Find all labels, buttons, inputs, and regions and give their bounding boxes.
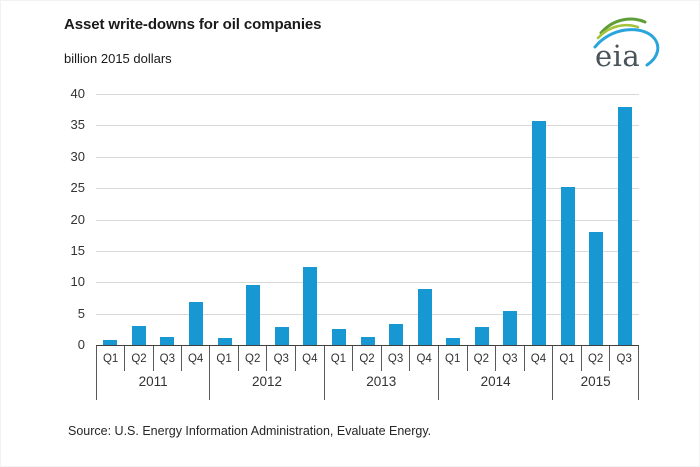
axis-label-2013-Q4: Q4 xyxy=(416,352,432,365)
gridline-35 xyxy=(96,125,639,127)
axis-quarter-row-2013: Q1 Q2 Q3 Q4 xyxy=(325,346,438,371)
axis-label-2012-Q1: Q1 xyxy=(210,346,239,371)
y-tick-label-30: 30 xyxy=(70,148,85,164)
eia-logo-text: eia xyxy=(595,39,641,73)
gridline-20 xyxy=(96,219,639,221)
axis-label-2011-Q2: Q2 xyxy=(125,346,154,371)
axis-quarter-row-2015: Q1 Q2 Q3 xyxy=(553,346,638,371)
axis-label-2013-Q3: Q3 xyxy=(382,346,411,371)
bar-2011-Q1 xyxy=(103,339,118,345)
axis-label-2012-Q2: Q2 xyxy=(239,346,268,371)
axis-label-2015-Q2: Q2 xyxy=(582,346,611,371)
chart-subtitle: billion 2015 dollars xyxy=(64,51,172,66)
y-tick-label-5: 5 xyxy=(77,305,85,321)
bar-2012-Q4 xyxy=(303,266,318,345)
y-tick-label-20: 20 xyxy=(70,211,85,227)
axis-label-2015-Q3: Q3 xyxy=(616,352,632,365)
axis-label-year-2011: 2011 xyxy=(138,374,168,389)
axis-label-year-2012: 2012 xyxy=(251,374,282,389)
bar-2015-Q1 xyxy=(560,186,575,345)
axis-year-group-2014: Q1 Q2 Q3 Q4 2014 xyxy=(439,346,554,400)
gridline-40 xyxy=(96,94,639,95)
bar-2012-Q1 xyxy=(217,338,232,345)
bar-2015-Q2 xyxy=(589,232,604,345)
plot-area xyxy=(96,94,639,345)
gridline-5 xyxy=(96,313,639,315)
axis-quarter-row-2012: Q1 Q2 Q3 Q4 xyxy=(210,346,323,371)
axis-label-2012-Q3: Q3 xyxy=(267,346,297,371)
y-tick-label-15: 15 xyxy=(70,242,85,258)
axis-label-year-2015: 2015 xyxy=(580,374,611,389)
axis-label-year-2014: 2014 xyxy=(480,374,511,389)
bar-2011-Q4 xyxy=(189,302,204,345)
axis-label-2011-Q1: Q1 xyxy=(97,346,126,371)
axis-label-2014-Q3: Q3 xyxy=(496,346,525,371)
chart-title: Asset write-downs for oil companies xyxy=(64,16,322,33)
bar-2014-Q2 xyxy=(474,326,489,345)
axis-label-2013-Q1: Q1 xyxy=(325,346,354,371)
eia-logo-swoosh-icon xyxy=(593,17,660,67)
axis-quarter-row-2011: Q1 Q2 Q3 Q4 xyxy=(97,346,209,371)
bar-2012-Q2 xyxy=(246,285,261,345)
y-tick-label-25: 25 xyxy=(70,180,85,196)
y-tick-label-35: 35 xyxy=(70,117,85,133)
bar-2011-Q3 xyxy=(160,337,175,345)
axis-quarter-row-2014: Q1 Q2 Q3 Q4 xyxy=(439,346,552,371)
gridline-25 xyxy=(96,188,639,190)
bar-2014-Q1 xyxy=(446,338,461,345)
axis-label-2011-Q3: Q3 xyxy=(154,346,182,371)
bar-2015-Q3 xyxy=(617,106,632,345)
bar-2013-Q1 xyxy=(331,328,346,345)
axis-label-2014-Q1: Q1 xyxy=(439,346,468,371)
x-axis: Q1 Q2 Q3 Q4 2011 Q1 Q2 Q3 Q4 2012 Q1 Q2 Q3 Q4 2013 Q1 Q2… xyxy=(96,345,639,404)
axis-year-group-2015: Q1 Q2 Q3 2015 xyxy=(553,346,639,400)
axis-label-2014-Q2: Q2 xyxy=(468,346,497,371)
axis-label-2015-Q1: Q1 xyxy=(553,346,582,371)
bar-2013-Q3 xyxy=(389,323,404,345)
y-tick-label-10: 10 xyxy=(70,274,85,290)
y-tick-label-40: 40 xyxy=(70,86,85,101)
bar-2014-Q4 xyxy=(531,120,546,345)
bar-2011-Q2 xyxy=(131,325,146,345)
axis-label-2013-Q2: Q2 xyxy=(353,346,382,371)
bar-2012-Q3 xyxy=(274,327,289,345)
gridline-15 xyxy=(96,250,639,252)
axis-label-year-2013: 2013 xyxy=(366,374,397,389)
axis-label-2011-Q4: Q4 xyxy=(187,352,204,365)
axis-label-2012-Q4: Q4 xyxy=(302,352,318,365)
y-tick-label-0: 0 xyxy=(77,337,85,352)
gridline-10 xyxy=(96,282,639,284)
bar-2013-Q2 xyxy=(360,336,375,345)
eia-logo: eia xyxy=(587,13,673,75)
gridline-30 xyxy=(96,156,639,158)
axis-year-group-2011: Q1 Q2 Q3 Q4 2011 xyxy=(96,346,211,400)
axis-label-2014-Q4: Q4 xyxy=(530,352,547,365)
bar-2013-Q4 xyxy=(417,288,432,345)
source-note: Source: U.S. Energy Information Administ… xyxy=(68,424,432,438)
axis-year-group-2013: Q1 Q2 Q3 Q4 2013 xyxy=(325,346,439,400)
bar-2014-Q3 xyxy=(503,311,518,345)
axis-year-group-2012: Q1 Q2 Q3 Q4 2012 xyxy=(210,346,325,400)
